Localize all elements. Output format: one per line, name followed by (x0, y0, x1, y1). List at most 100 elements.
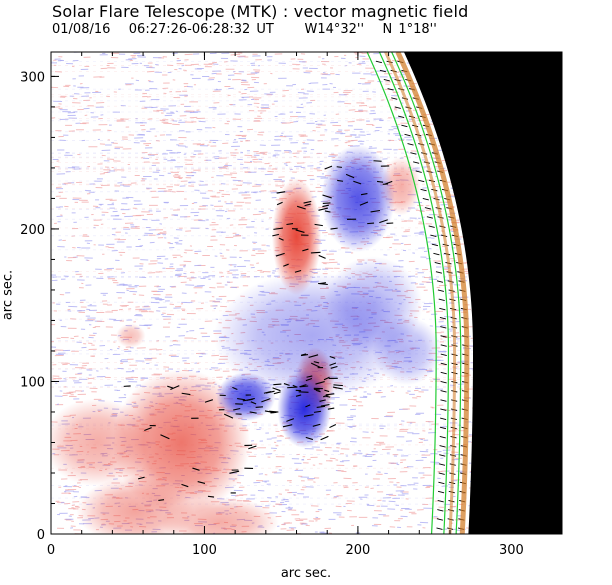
vector-arrow (387, 88, 394, 91)
vector-arrow (333, 384, 344, 387)
vector-arrow (345, 173, 355, 179)
vector-arrow (278, 237, 284, 241)
vector-arrow (434, 262, 441, 265)
vector-arrow (329, 362, 337, 366)
vector-arrow (255, 406, 264, 408)
vector-arrow (315, 381, 325, 385)
vector-arrow (286, 223, 294, 226)
vector-arrow (269, 410, 279, 413)
vector-arrow (324, 210, 331, 213)
vector-arrow (296, 205, 306, 210)
vector-arrow (439, 454, 446, 457)
chart-title: Solar Flare Telescope (MTK) : vector mag… (52, 2, 469, 21)
vector-arrow (314, 223, 323, 227)
vector-arrow (270, 411, 277, 414)
vector-arrow (407, 143, 414, 146)
vector-arrow (204, 399, 214, 403)
limb-contour (366, 52, 437, 534)
vector-arrow (439, 307, 446, 311)
vector-arrow (303, 414, 314, 417)
vector-arrow (439, 435, 446, 439)
vector-arrow (327, 407, 335, 410)
vector-arrow (137, 476, 145, 480)
vector-arrow (418, 179, 425, 183)
y-tick-label: 100 (20, 375, 45, 390)
vector-arrow (383, 79, 390, 82)
vector-arrow (426, 216, 433, 219)
vector-arrow (207, 495, 215, 498)
positive-region (116, 323, 146, 348)
vector-arrow (435, 271, 443, 274)
polarity-regions (51, 144, 442, 534)
vector-arrow (312, 423, 321, 427)
vector-arrow (394, 106, 401, 109)
vector-arrow (440, 362, 447, 366)
vector-arrow (440, 408, 447, 411)
vector-arrow (375, 60, 382, 64)
vector-arrow (404, 133, 411, 137)
vector-arrow (428, 225, 435, 228)
vector-arrow (437, 289, 445, 292)
vector-arrow (158, 499, 165, 501)
vector-arrow (415, 170, 422, 173)
vector-arrow (229, 470, 240, 474)
vector-arrow (302, 248, 309, 252)
vector-arrow (440, 417, 447, 421)
vector-arrow (322, 202, 331, 204)
vector-arrow (242, 398, 253, 402)
vector-arrow (436, 280, 444, 283)
vector-arrow (439, 316, 447, 320)
vector-arrow (440, 381, 447, 384)
vector-arrow (319, 399, 326, 402)
limb-contour (378, 52, 450, 534)
vector-arrow (320, 435, 329, 441)
vector-arrow (273, 383, 282, 386)
vector-arrow (440, 399, 447, 402)
vector-arrow (315, 389, 321, 393)
vector-arrow (325, 393, 335, 396)
negative-region (321, 144, 395, 253)
vector-arrow (313, 388, 320, 391)
vector-arrow (438, 472, 445, 475)
vector-arrow (305, 436, 314, 441)
vector-arrow (436, 518, 444, 521)
negative-region (372, 316, 442, 386)
vector-arrow (282, 424, 293, 428)
vector-arrow (424, 207, 431, 210)
vector-arrow (431, 243, 439, 247)
vector-arrow (401, 124, 408, 128)
vector-arrow (440, 371, 447, 375)
vector-arrow (440, 353, 447, 356)
vector-arrow (318, 254, 326, 259)
vector-arrow (398, 115, 405, 118)
vector-arrow (410, 152, 417, 155)
vector-arrow (276, 201, 283, 206)
vector-arrow (376, 180, 384, 183)
vector-arrow (359, 201, 369, 206)
vector-arrow (329, 355, 336, 359)
x-tick-label: 0 (47, 543, 55, 558)
vector-arrow (301, 353, 307, 356)
y-tick-label: 200 (20, 223, 45, 238)
vector-arrow (437, 500, 444, 503)
vector-arrow (316, 405, 326, 408)
axes: 0 100 200 300 0 100 200 300 (20, 52, 562, 558)
vector-arrow (232, 386, 238, 391)
vector-arrow (310, 251, 321, 254)
x-tick-label: 100 (192, 543, 217, 558)
vector-arrow (237, 398, 246, 401)
solar-limb (366, 52, 470, 534)
vector-arrow (294, 269, 302, 273)
vector-arrow (438, 481, 445, 485)
limb-contour (395, 52, 470, 534)
vector-arrow (332, 386, 343, 390)
vector-arrow (303, 200, 312, 204)
vector-arrow (322, 194, 332, 199)
vector-arrow (300, 385, 309, 388)
vector-arrow (360, 193, 368, 196)
vector-arrow (304, 203, 311, 207)
vector-arrow (305, 404, 311, 408)
vector-arrow (249, 411, 257, 414)
plot-area (51, 52, 562, 534)
vector-arrow (413, 161, 420, 164)
